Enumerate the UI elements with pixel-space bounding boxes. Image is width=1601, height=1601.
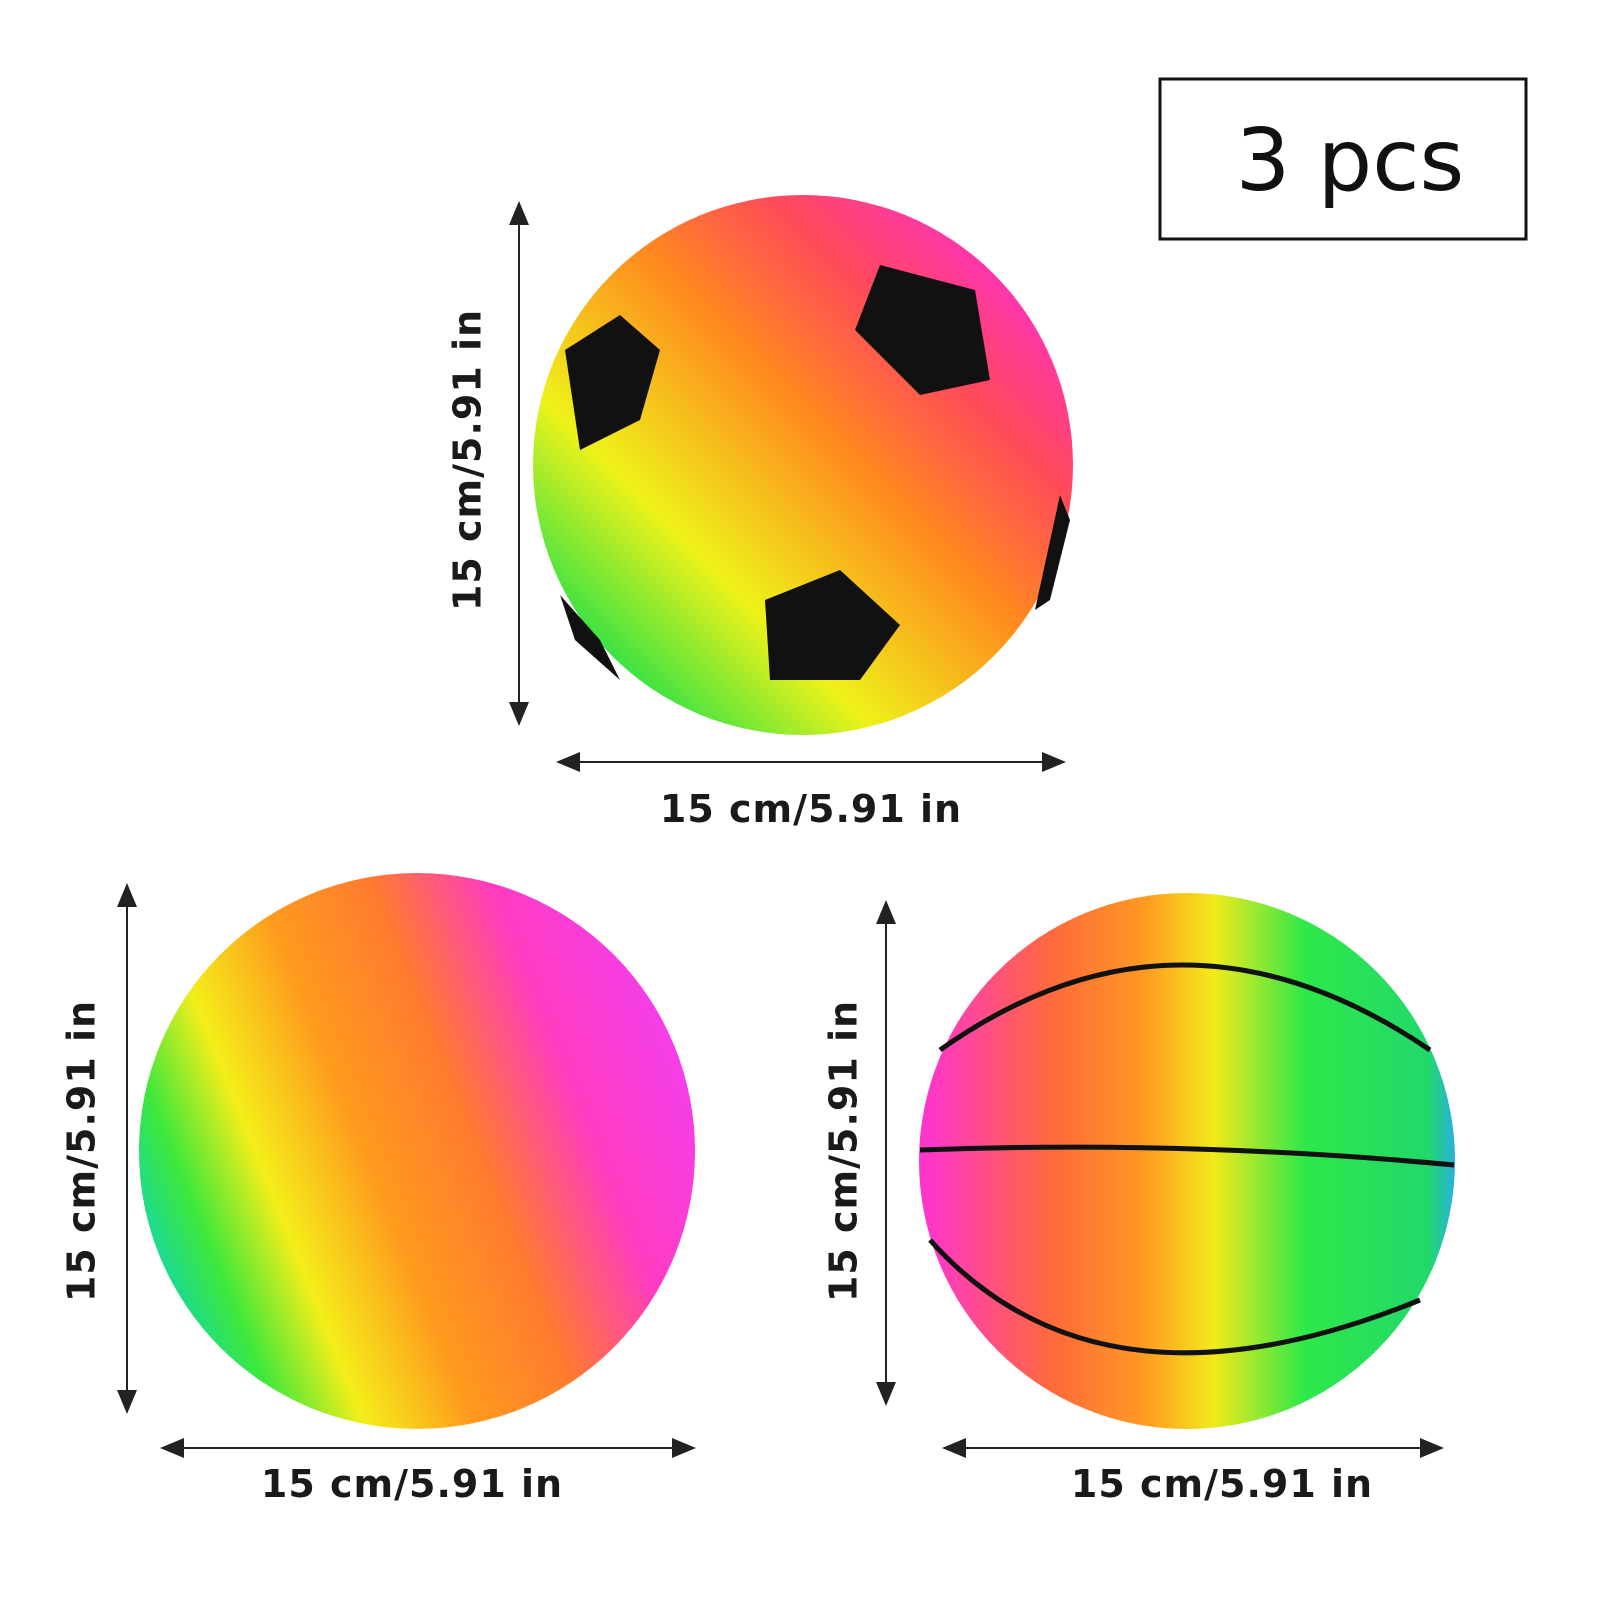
playground-ball bbox=[139, 873, 695, 1429]
height-label: 15 cm/5.91 in bbox=[822, 1000, 866, 1302]
badge-text: 3 pcs bbox=[1236, 111, 1465, 211]
width-label: 15 cm/5.91 in bbox=[1071, 1462, 1373, 1506]
width-label: 15 cm/5.91 in bbox=[660, 787, 962, 831]
basketball bbox=[919, 893, 1455, 1429]
soccer-ball bbox=[533, 195, 1073, 735]
badge-box bbox=[1158, 77, 1528, 241]
height-label: 15 cm/5.91 in bbox=[60, 1000, 104, 1302]
height-label: 15 cm/5.91 in bbox=[446, 309, 490, 611]
width-label: 15 cm/5.91 in bbox=[261, 1462, 563, 1506]
